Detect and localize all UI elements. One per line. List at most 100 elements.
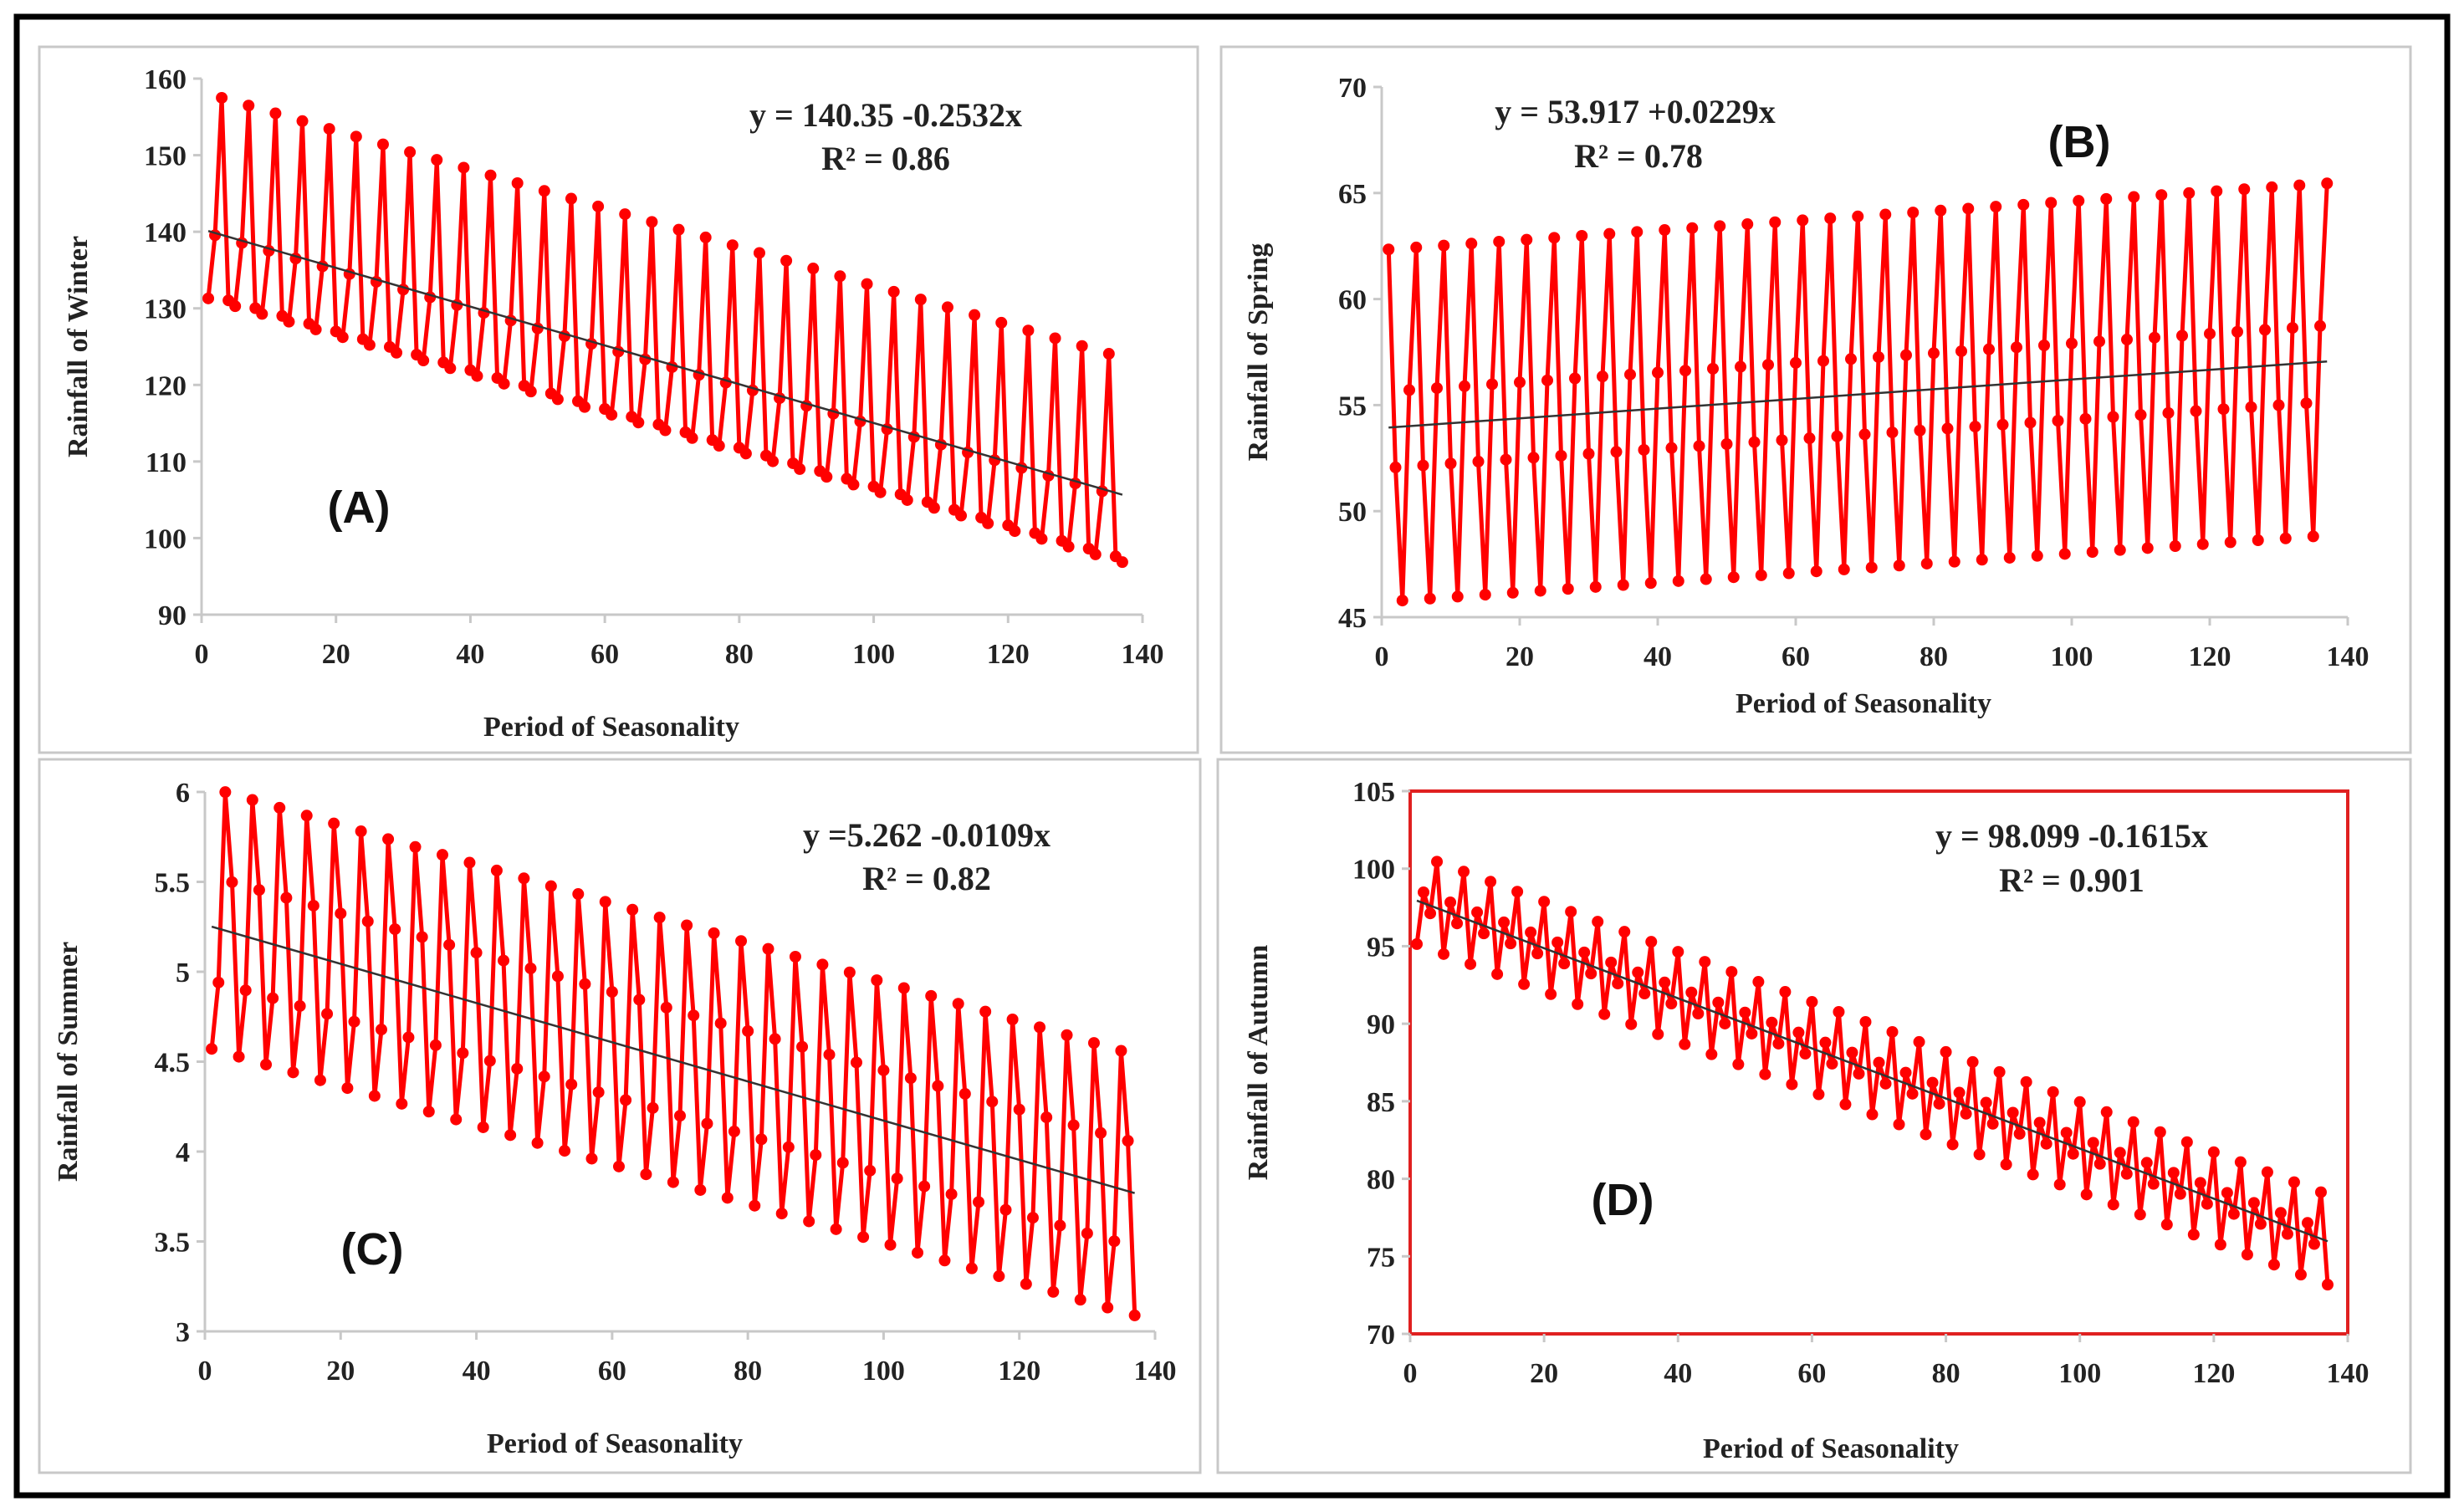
data-point [2003, 551, 2016, 564]
data-point [1686, 222, 1699, 234]
data-point [1020, 1278, 1032, 1290]
data-point [256, 308, 268, 320]
data-point [375, 1024, 387, 1036]
data-point [2279, 532, 2292, 544]
y-tick-label: 100 [1352, 855, 1395, 886]
data-point [1531, 948, 1544, 960]
data-point [1026, 1212, 1039, 1224]
data-point [633, 994, 646, 1006]
x-tick-label: 100 [2051, 641, 2093, 672]
data-point [1624, 368, 1636, 381]
data-point [1049, 332, 1061, 345]
data-point [1589, 580, 1602, 593]
data-point [1741, 218, 1754, 231]
data-point [1886, 427, 1899, 439]
data-point [2079, 412, 2092, 425]
data-point [694, 1183, 707, 1196]
data-point [1817, 355, 1829, 367]
data-point [1034, 1021, 1046, 1034]
data-point [1824, 212, 1837, 225]
data-point [1672, 946, 1684, 958]
data-point [2047, 1085, 2059, 1098]
trend-equation: y = 98.099 -0.1615x [1935, 817, 2208, 855]
data-point [2169, 540, 2181, 553]
data-point [1089, 548, 1102, 560]
data-point [2207, 1146, 2220, 1158]
data-point [382, 833, 395, 845]
data-point [429, 1039, 442, 1051]
data-point [726, 239, 739, 252]
data-point [579, 978, 591, 990]
data-point [1625, 1018, 1638, 1030]
data-point [871, 974, 883, 987]
data-point [1022, 324, 1035, 337]
data-point [1605, 956, 1618, 968]
data-point [1576, 229, 1588, 242]
data-point [982, 517, 994, 529]
data-point [2155, 189, 2168, 202]
x-tick-label: 0 [1403, 1358, 1418, 1389]
data-point [830, 1223, 842, 1235]
data-point [965, 1262, 978, 1274]
x-tick-label: 60 [1797, 1358, 1826, 1389]
x-tick-label: 20 [1530, 1358, 1558, 1389]
data-point [667, 1176, 679, 1188]
data-point [646, 216, 658, 228]
data-point [1993, 1065, 2006, 1078]
data-point [1996, 418, 2009, 431]
data-point [1431, 856, 1444, 868]
data-point [1846, 1046, 1858, 1059]
data-point [2201, 1198, 2213, 1210]
x-tick-label: 80 [734, 1356, 762, 1387]
data-point [1498, 916, 1511, 928]
data-point [767, 455, 780, 467]
data-point [1980, 1096, 1992, 1109]
data-point [1759, 1068, 1771, 1080]
data-point [457, 1047, 469, 1060]
data-point [803, 1215, 815, 1228]
y-tick-label: 50 [1338, 497, 1367, 528]
data-point [1076, 340, 1088, 352]
data-point [2245, 401, 2257, 413]
data-point [1962, 202, 1975, 215]
data-point [1772, 1037, 1785, 1050]
data-point [1839, 1098, 1852, 1111]
data-point [823, 1049, 836, 1061]
data-point [928, 502, 940, 514]
data-point [999, 1203, 1012, 1216]
data-point [796, 1040, 809, 1053]
data-point [993, 1270, 1005, 1283]
data-point [2293, 179, 2306, 192]
data-point [1748, 436, 1761, 448]
data-point [1900, 349, 1912, 361]
data-point [1431, 382, 1443, 395]
data-point [336, 331, 349, 344]
data-point [2024, 416, 2037, 429]
data-point [2017, 198, 2030, 211]
data-point [1845, 353, 1857, 365]
data-point [1672, 575, 1684, 587]
data-point [1013, 1103, 1025, 1116]
trend-line [1388, 360, 2328, 429]
data-point [1558, 958, 1571, 970]
data-point [559, 1145, 571, 1157]
data-point [1790, 356, 1802, 369]
data-point [409, 840, 422, 853]
data-point [1458, 866, 1470, 878]
data-point [1598, 1008, 1611, 1020]
data-point [2214, 1239, 2226, 1251]
data-point [2067, 1147, 2079, 1160]
data-point [1659, 224, 1671, 237]
data-point [659, 424, 672, 437]
data-point [309, 323, 322, 335]
data-point [1720, 438, 1733, 451]
data-point [524, 386, 537, 398]
r-squared: R² = 0.78 [1574, 137, 1703, 175]
data-point [1826, 1057, 1838, 1070]
data-point [1067, 1119, 1080, 1131]
data-point [2100, 192, 2113, 205]
data-point [1727, 571, 1740, 584]
x-tick-label: 120 [2192, 1358, 2235, 1389]
data-point [1511, 886, 1524, 898]
data-point [1538, 896, 1551, 908]
